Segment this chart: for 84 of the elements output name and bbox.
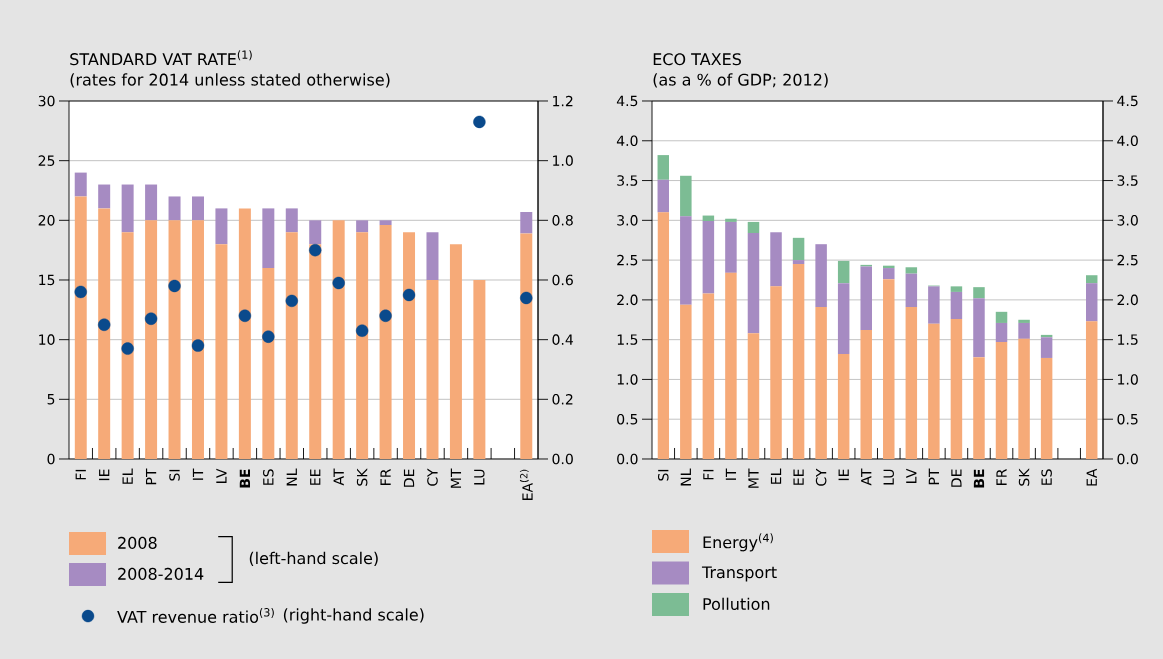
y2-tick-label: 1.5 (617, 334, 638, 345)
x-tick-label: ES (1041, 469, 1052, 485)
y2-tick-label: 1.2 (553, 95, 573, 107)
legend-label: 2008 (118, 536, 157, 549)
y2-tick-label: 3.5 (617, 175, 638, 186)
x-tick-label: FI (703, 469, 714, 480)
y2-tick-label: 4.5 (616, 95, 638, 107)
y2-tick-label: 0.4 (552, 334, 574, 345)
x-tick-label: LU (883, 469, 894, 485)
x-tick-label: EE (310, 469, 321, 485)
x-tick-label: CY (815, 468, 827, 486)
x-tick-label: SK (1018, 468, 1030, 486)
y-tick-label: 3.0 (1117, 215, 1138, 226)
y-tick-label: 4.0 (1117, 135, 1138, 147)
x-tick-label: EE (793, 469, 804, 485)
y2-tick-label: 0.5 (617, 413, 638, 425)
x-tick-label: EL (122, 468, 133, 484)
y-tick-label: 3.5 (1117, 175, 1138, 186)
x-tick-label: NL (286, 468, 297, 486)
legend-label: Pollution (703, 597, 770, 611)
legend-label: VAT revenue ratio$^{(3)}$ (117, 607, 274, 623)
y-tick-label: 4.5 (1117, 95, 1138, 107)
y-tick-label: 10 (39, 334, 55, 345)
text: (left-hand scale) (249, 551, 378, 567)
x-tick-label: EL (770, 468, 782, 484)
x-tick-label: LU (474, 469, 485, 485)
y-tick-label: 5 (47, 394, 55, 405)
x-tick-label: IT (725, 468, 737, 480)
y2-tick-label: 0.0 (552, 453, 573, 465)
x-tick-label: BE (239, 469, 250, 488)
x-tick-label: IT (192, 468, 204, 480)
y-tick-label: 0.5 (1117, 413, 1138, 425)
chart-subtitle: (rates for 2014 unless stated otherwise) (70, 73, 390, 88)
y-tick-label: 0.0 (1117, 453, 1138, 465)
x-tick-label: FI (75, 469, 86, 480)
x-tick-label: PT (928, 468, 939, 485)
y2-tick-label: 0.0 (617, 453, 638, 465)
x-tick-label: BE (973, 469, 985, 488)
y-tick-label: 15 (39, 274, 55, 286)
y2-tick-label: 0.6 (552, 274, 573, 286)
x-tick-label: AT (861, 468, 872, 486)
legend-label: Transport (701, 566, 777, 582)
x-tick-label: LV (216, 468, 227, 483)
y2-tick-label: 4.0 (616, 135, 638, 147)
y2-tick-label: 0.8 (552, 215, 573, 226)
x-tick-label: MT (748, 468, 759, 488)
y-tick-label: 20 (38, 215, 55, 226)
x-tick-label: FR (996, 468, 1007, 485)
x-tick-label: IE (838, 469, 849, 481)
x-tick-label: ES (263, 469, 274, 485)
chart-title: STANDARD VAT RATE$^{(1)}$ (70, 50, 252, 66)
y2-tick-label: 3.0 (617, 215, 638, 226)
y-tick-label: 1.5 (1118, 334, 1138, 345)
y2-tick-label: 1.0 (617, 374, 638, 385)
text: (right-hand scale) (283, 608, 424, 624)
x-tick-label: DE (951, 469, 962, 487)
x-tick-label: NL (680, 468, 691, 486)
y-tick-label: 2.5 (1117, 254, 1138, 266)
y-tick-label: 25 (38, 155, 55, 166)
y-tick-label: 2.0 (1117, 294, 1138, 306)
legend-label: Energy$^{(4)}$ (703, 533, 773, 552)
x-tick-label: MT (450, 468, 462, 488)
x-tick-label: SK (356, 468, 368, 486)
y2-tick-label: 1.0 (553, 155, 573, 166)
x-tick-label: EA$^{(2)}$ (519, 469, 533, 500)
x-tick-label: PT (145, 468, 157, 485)
x-tick-label: CY (427, 468, 438, 486)
x-tick-label: LV (906, 468, 917, 483)
y2-tick-label: 2.5 (617, 254, 638, 266)
y-tick-label: 0 (47, 453, 55, 465)
y-tick-label: 1.0 (1118, 374, 1138, 385)
y2-tick-label: 0.2 (552, 394, 573, 405)
x-tick-label: DE (403, 469, 415, 487)
chart-subtitle: (as a % of GDP; 2012) (653, 73, 828, 88)
x-tick-label: SI (169, 469, 180, 481)
chart-title: ECO TAXES (653, 53, 741, 66)
y-tick-label: 30 (38, 95, 55, 107)
x-tick-label: FR (380, 468, 391, 485)
y2-tick-label: 2.0 (617, 294, 638, 306)
x-tick-label: SI (657, 469, 669, 481)
legend-label: 2008-2014 (118, 567, 204, 580)
x-tick-label: AT (333, 468, 344, 486)
x-tick-label: IE (99, 469, 110, 481)
x-tick-label: EA (1086, 468, 1097, 486)
